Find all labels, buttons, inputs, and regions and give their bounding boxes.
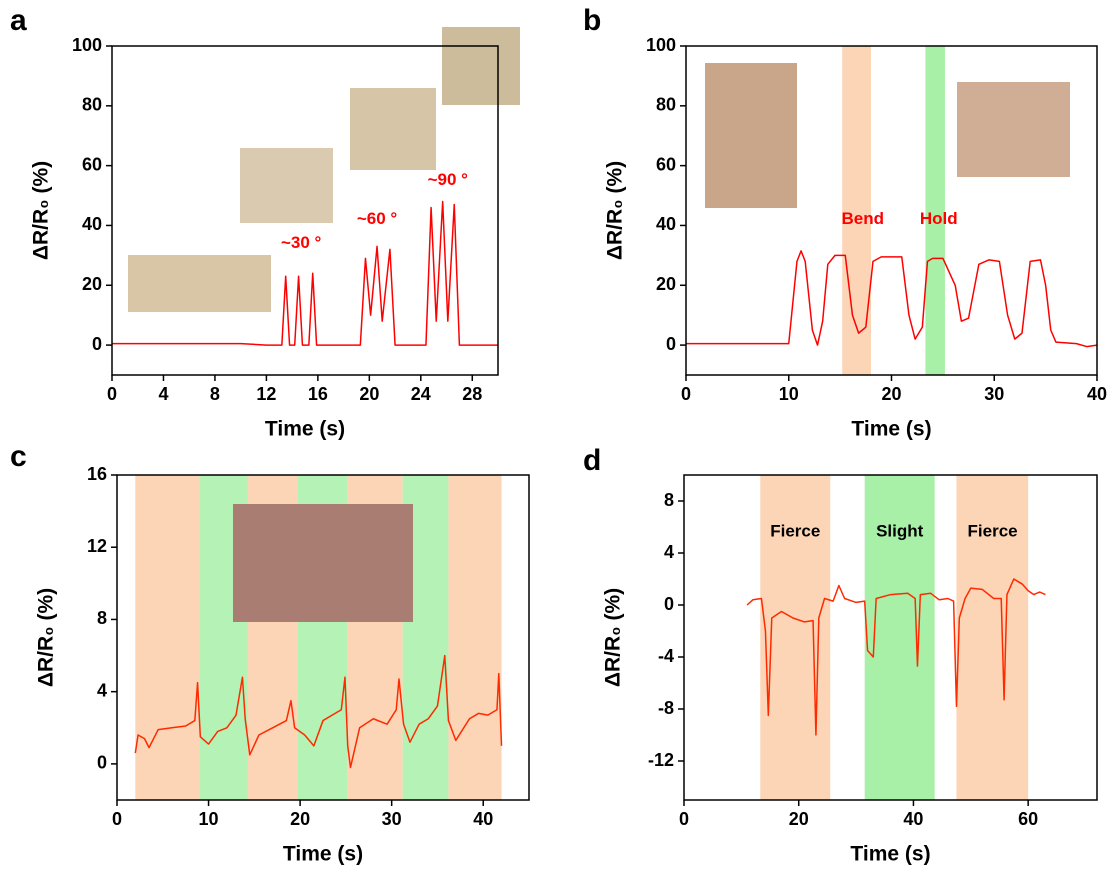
y-tick-label: 12: [87, 536, 107, 556]
shaded-band: [135, 475, 199, 800]
annotation: ~60 °: [357, 209, 398, 228]
x-axis-label: Time (s): [851, 418, 931, 441]
x-tick-label: 24: [411, 384, 431, 404]
annotation: Slight: [876, 522, 924, 541]
y-tick-label: 100: [646, 35, 676, 55]
y-tick-label: 20: [656, 274, 676, 294]
x-tick-label: 20: [789, 809, 809, 829]
x-tick-label: 20: [881, 384, 901, 404]
x-tick-label: 40: [473, 809, 493, 829]
x-tick-label: 10: [199, 809, 219, 829]
x-tick-label: 60: [1018, 809, 1038, 829]
y-tick-label: 4: [97, 680, 107, 700]
y-tick-label: 0: [664, 594, 674, 614]
y-tick-label: 40: [656, 214, 676, 234]
panel-label: a: [10, 4, 27, 37]
y-tick-label: 0: [97, 753, 107, 773]
annotation: Fierce: [968, 522, 1018, 541]
y-axis-label: ΔR/R₀ (%): [602, 588, 625, 687]
annotation: Bend: [841, 209, 884, 228]
x-axis-label: Time (s): [850, 843, 930, 866]
photo-inset: [350, 88, 436, 170]
panel-label: c: [10, 440, 27, 473]
photo-inset: [240, 148, 333, 223]
y-tick-label: 8: [664, 490, 674, 510]
x-tick-label: 30: [382, 809, 402, 829]
x-axis-label: Time (s): [265, 418, 345, 441]
x-tick-label: 20: [359, 384, 379, 404]
annotation: ~30 °: [281, 233, 322, 252]
x-tick-label: 16: [308, 384, 328, 404]
y-axis-label: ΔR/R₀ (%): [604, 161, 627, 260]
x-tick-label: 12: [256, 384, 276, 404]
x-tick-label: 10: [779, 384, 799, 404]
x-tick-label: 40: [903, 809, 923, 829]
y-tick-label: 100: [72, 35, 102, 55]
y-tick-label: 0: [92, 334, 102, 354]
y-axis-label: ΔR/R₀ (%): [30, 161, 53, 260]
panel-label: d: [583, 444, 601, 477]
y-tick-label: 20: [82, 274, 102, 294]
y-tick-label: -8: [658, 698, 674, 718]
y-tick-label: -12: [648, 750, 674, 770]
photo-inset: [233, 504, 413, 622]
y-tick-label: 4: [664, 542, 674, 562]
x-tick-label: 40: [1087, 384, 1107, 404]
x-tick-label: 20: [290, 809, 310, 829]
photo-inset: [957, 82, 1070, 177]
x-tick-label: 4: [158, 384, 168, 404]
panel-label: b: [583, 4, 601, 37]
y-tick-label: 40: [82, 214, 102, 234]
y-tick-label: -4: [658, 646, 674, 666]
x-tick-label: 0: [112, 809, 122, 829]
x-tick-label: 28: [462, 384, 482, 404]
shaded-band: [448, 475, 501, 800]
x-tick-label: 8: [210, 384, 220, 404]
figure: 0481216202428020406080100Time (s)ΔR/R₀ (…: [0, 0, 1113, 876]
annotation: Fierce: [770, 522, 820, 541]
photo-inset: [705, 63, 797, 208]
y-tick-label: 80: [656, 95, 676, 115]
y-tick-label: 16: [87, 464, 107, 484]
y-tick-label: 60: [656, 154, 676, 174]
signal-line: [686, 251, 1097, 347]
y-tick-label: 8: [97, 608, 107, 628]
y-axis-label: ΔR/R₀ (%): [35, 588, 58, 687]
y-tick-label: 60: [82, 154, 102, 174]
y-tick-label: 80: [82, 95, 102, 115]
x-tick-label: 0: [681, 384, 691, 404]
x-tick-label: 0: [679, 809, 689, 829]
y-tick-label: 0: [666, 334, 676, 354]
x-tick-label: 0: [107, 384, 117, 404]
photo-inset: [128, 255, 271, 312]
x-tick-label: 30: [984, 384, 1004, 404]
photo-inset: [442, 27, 520, 105]
annotation: ~90 °: [428, 170, 469, 189]
annotation: Hold: [920, 209, 958, 228]
x-axis-label: Time (s): [283, 843, 363, 866]
